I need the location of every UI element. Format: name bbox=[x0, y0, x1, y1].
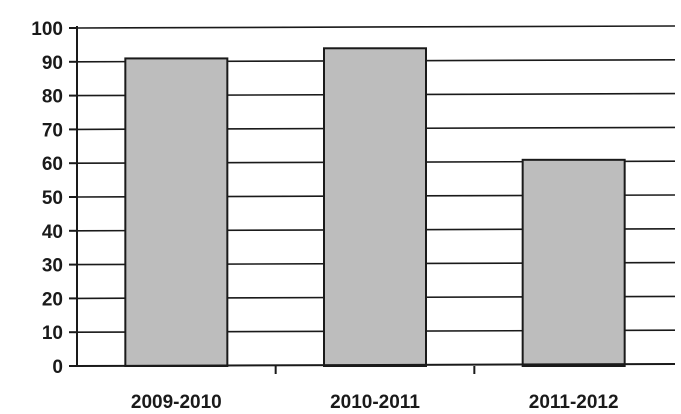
y-tick-label: 60 bbox=[42, 154, 63, 175]
y-tick-label: 80 bbox=[42, 87, 63, 108]
gridline-100 bbox=[76, 25, 676, 29]
x-category-label: 2009-2010 bbox=[131, 392, 222, 413]
axes bbox=[69, 26, 676, 374]
x-category-label: 2011-2012 bbox=[529, 392, 619, 413]
y-tick-label: 50 bbox=[42, 188, 63, 209]
y-tick-label: 0 bbox=[52, 357, 63, 378]
y-tick-label: 100 bbox=[31, 19, 63, 40]
x-axis bbox=[76, 363, 676, 367]
labels: 0 10 20 30 40 50 60 70 80 90 100 2009-2010 2010-2011… bbox=[31, 19, 618, 413]
y-tick-label: 40 bbox=[42, 222, 63, 243]
y-tick-label: 30 bbox=[42, 256, 63, 277]
y-tick-label: 20 bbox=[42, 289, 63, 310]
y-tick-label: 90 bbox=[42, 53, 63, 74]
bar-2010-2011 bbox=[323, 47, 427, 367]
bars bbox=[124, 47, 626, 367]
x-category-label: 2010-2011 bbox=[330, 392, 420, 413]
bar-2009-2010 bbox=[124, 57, 229, 367]
bar-2011-2012 bbox=[521, 158, 626, 367]
y-tick-label: 10 bbox=[42, 323, 63, 344]
y-tick-label: 70 bbox=[42, 120, 63, 141]
